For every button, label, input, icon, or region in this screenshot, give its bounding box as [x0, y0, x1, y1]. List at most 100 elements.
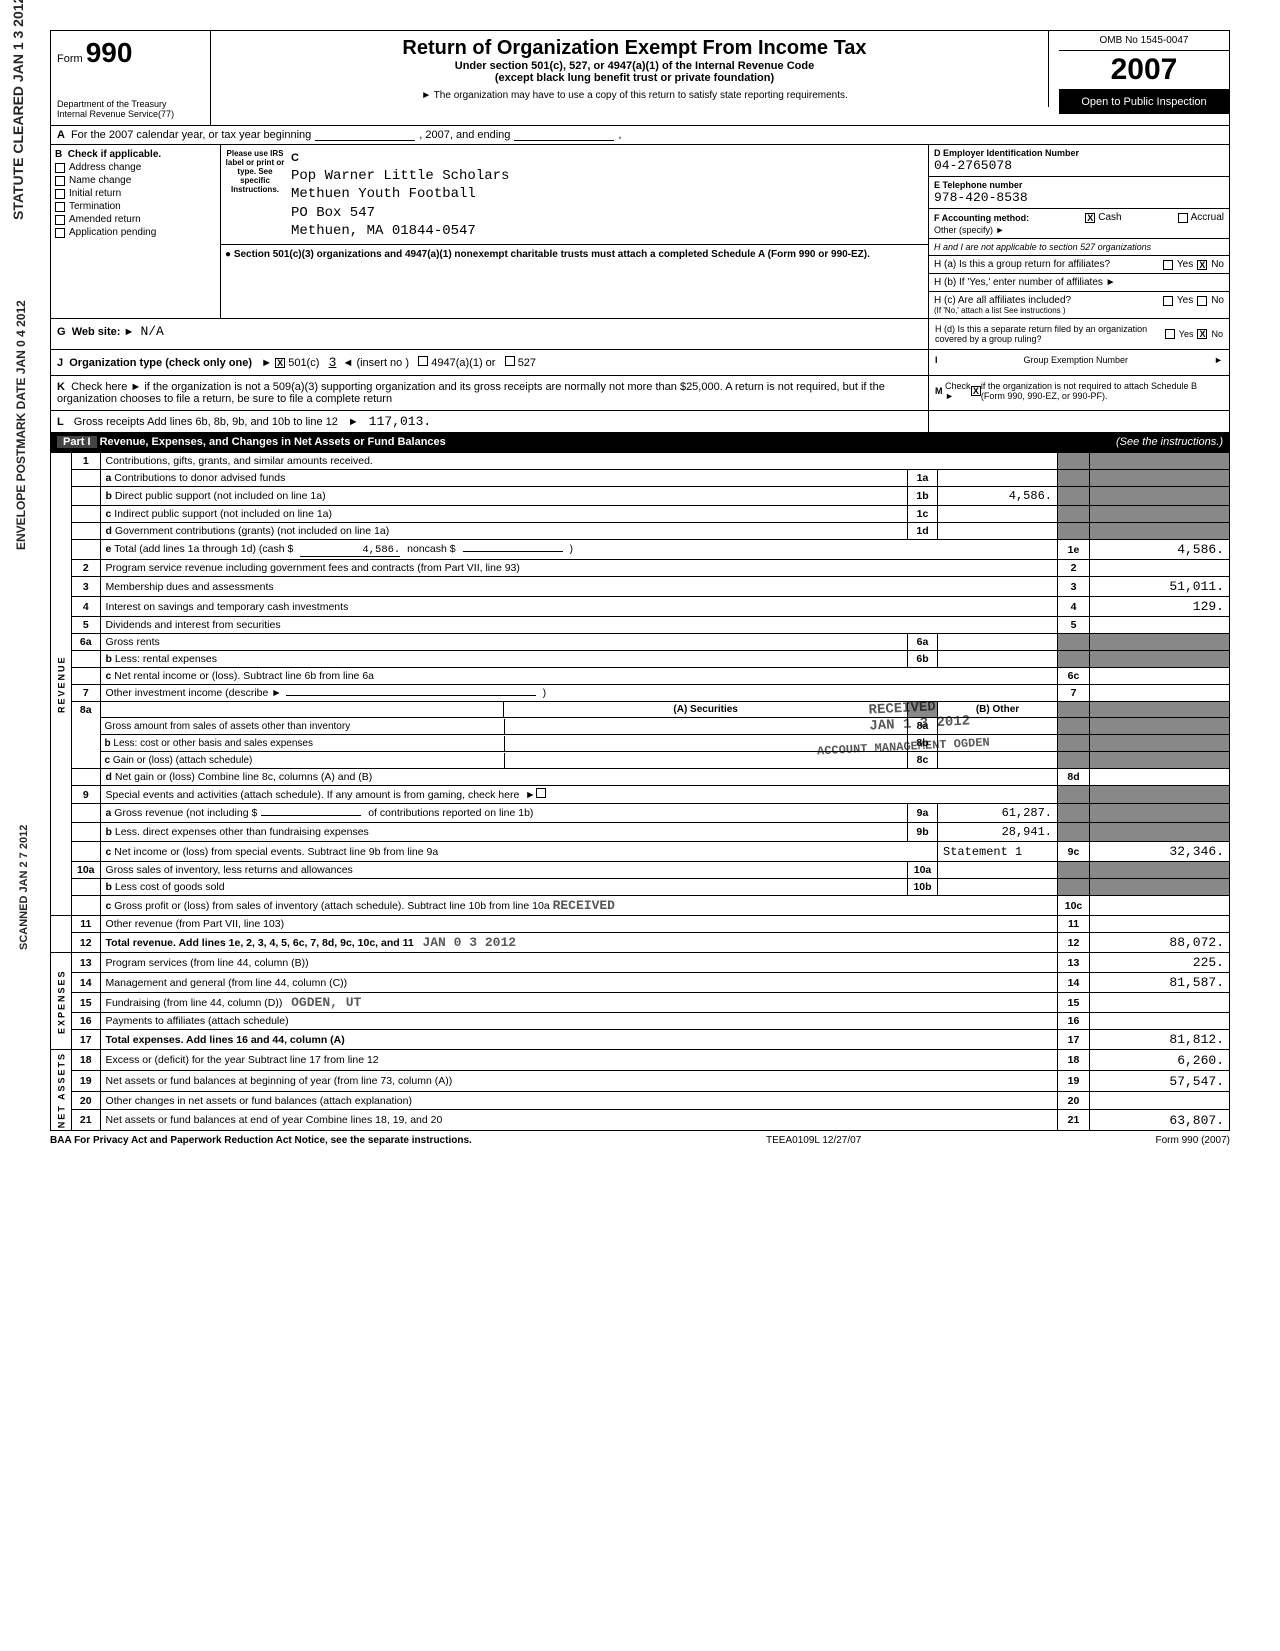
ln4-num: 4: [72, 597, 101, 617]
col-c-label: C: [291, 152, 299, 164]
m-label: M: [935, 386, 943, 396]
j-4947-chk[interactable]: [418, 356, 428, 366]
ln1a-desc: Contributions to donor advised funds: [114, 472, 285, 484]
lbl-address: Address change: [69, 162, 141, 173]
chk-termination: Termination: [55, 201, 216, 212]
ln12-num: 12: [72, 933, 101, 953]
ln8-num: 8a: [72, 702, 101, 769]
chkbox-term[interactable]: [55, 202, 65, 212]
ln1a-subval: [938, 470, 1058, 487]
ln17-num: 17: [72, 1030, 101, 1050]
m-chk[interactable]: [971, 386, 981, 396]
j-501c-chk[interactable]: [275, 358, 285, 368]
ha-yes[interactable]: [1163, 260, 1173, 270]
header-right: OMB No 1545-0047 2007 Open to Public Ins…: [1059, 31, 1229, 114]
footer-code: TEEA0109L 12/27/07: [766, 1135, 861, 1146]
chkbox-cash[interactable]: [1085, 213, 1095, 223]
ln12-rtnum: 12: [1058, 933, 1090, 953]
chkbox-amend[interactable]: [55, 215, 65, 225]
i-label: I: [935, 355, 938, 365]
tel-label: E Telephone number: [934, 180, 1224, 190]
ln16-num: 16: [72, 1013, 101, 1030]
ln14-num: 14: [72, 973, 101, 993]
hd-yes[interactable]: [1165, 329, 1175, 339]
chkbox-pending[interactable]: [55, 228, 65, 238]
rcv2-text: RECEIVED: [553, 898, 615, 913]
ln9-gaming-chk[interactable]: [536, 788, 546, 798]
chkbox-accrual[interactable]: [1178, 213, 1188, 223]
form-title: Return of Organization Exempt From Incom…: [227, 37, 1042, 60]
ln1e-desc: Total (add lines 1a through 1d) (cash $: [114, 543, 293, 555]
ln13-rtval: 225.: [1090, 953, 1230, 973]
ln1e-rtval: 4,586.: [1090, 540, 1230, 560]
ein-row: D Employer Identification Number 04-2765…: [929, 145, 1229, 177]
j-527-chk[interactable]: [505, 356, 515, 366]
part1-table: REVENUE 1 Contributions, gifts, grants, …: [50, 452, 1230, 1131]
ln8b-desc: Less: cost or other basis and sales expe…: [113, 738, 313, 749]
ln9-desc: Special events and activities (attach sc…: [106, 789, 520, 801]
hc-no[interactable]: [1197, 296, 1207, 306]
ln10b-desc: Less cost of goods sold: [115, 881, 225, 893]
side-revenue: REVENUE: [51, 453, 72, 916]
ln20-desc: Other changes in net assets or fund bala…: [100, 1092, 1057, 1110]
ln1d-desc: Government contributions (grants) (not i…: [115, 525, 389, 537]
h-header-row: H and I are not applicable to section 52…: [929, 239, 1229, 256]
chk-name-change: Name change: [55, 175, 216, 186]
col-b: B Check if applicable. Address change Na…: [51, 145, 221, 318]
ln18-desc: Excess or (deficit) for the year Subtrac…: [100, 1050, 1057, 1071]
ln1a-num: [72, 470, 101, 487]
footer-form: Form 990 (2007): [1156, 1135, 1230, 1146]
ln21-desc: Net assets or fund balances at end of ye…: [100, 1110, 1057, 1131]
lbl-pending: Application pending: [69, 227, 156, 238]
ln13-desc: Program services (from line 44, column (…: [100, 953, 1057, 973]
rcv2-loc: OGDEN, UT: [291, 995, 361, 1010]
footer-baa: BAA For Privacy Act and Paperwork Reduct…: [50, 1135, 472, 1146]
ln10b-subnum: 10b: [908, 879, 938, 896]
row-a-blank2: [514, 129, 614, 141]
l-right-empty: [929, 411, 1229, 432]
col-c-bullet: ● Section 501(c)(3) organizations and 49…: [221, 245, 928, 264]
form-page: STATUTE CLEARED JAN 1 3 2012 ENVELOPE PO…: [50, 30, 1230, 1146]
ln13-rtnum: 13: [1058, 953, 1090, 973]
irs-label-instr: Please use IRS label or print or type. S…: [225, 149, 285, 240]
j-label: J: [57, 357, 63, 369]
side-netassets: NET ASSETS: [51, 1050, 72, 1131]
form-prefix: Form: [57, 53, 83, 65]
ln20-rtnum: 20: [1058, 1092, 1090, 1110]
chk-initial: Initial return: [55, 188, 216, 199]
ein-label: D Employer Identification Number: [934, 148, 1224, 158]
acct-row: F Accounting method: Cash Accrual Other …: [929, 209, 1229, 239]
ln4-rtnum: 4: [1058, 597, 1090, 617]
hc-yes[interactable]: [1163, 296, 1173, 306]
ln1-rtnum: [1058, 453, 1090, 470]
ln18-rtval: 6,260.: [1090, 1050, 1230, 1071]
l-arrow: ►: [348, 416, 359, 428]
header-mid: Return of Organization Exempt From Incom…: [221, 31, 1049, 107]
col-b-header: Check if applicable.: [68, 149, 161, 160]
acct-label: F Accounting method:: [934, 213, 1029, 223]
hd-no[interactable]: [1197, 329, 1207, 339]
j-501c-num: 3: [329, 355, 337, 370]
ln7-num: 7: [72, 685, 101, 702]
ha-row: H (a) Is this a group return for affilia…: [929, 256, 1229, 274]
chkbox-name[interactable]: [55, 176, 65, 186]
chkbox-address[interactable]: [55, 163, 65, 173]
ln8a-desc: Gross amount from sales of assets other …: [101, 719, 505, 734]
ln1c-subnum: 1c: [908, 506, 938, 523]
ln18-num: 18: [72, 1050, 101, 1071]
ln7-blank: [286, 695, 536, 696]
chk-address-change: Address change: [55, 162, 216, 173]
ln3-num: 3: [72, 577, 101, 597]
ln15-rtnum: 15: [1058, 993, 1090, 1013]
row-a-text2: , 2007, and ending: [419, 129, 510, 141]
ha-no[interactable]: [1197, 260, 1207, 270]
ln10c-desc: Gross profit or (loss) from sales of inv…: [114, 900, 549, 912]
ln21-num: 21: [72, 1110, 101, 1131]
ln19-desc: Net assets or fund balances at beginning…: [100, 1071, 1057, 1092]
ln16-rtnum: 16: [1058, 1013, 1090, 1030]
ln10a-num: 10a: [72, 862, 101, 879]
col-d: D Employer Identification Number 04-2765…: [929, 145, 1229, 318]
hb-row: H (b) If 'Yes,' enter number of affiliat…: [929, 274, 1229, 292]
chkbox-initial[interactable]: [55, 189, 65, 199]
lbl-initial: Initial return: [69, 188, 121, 199]
